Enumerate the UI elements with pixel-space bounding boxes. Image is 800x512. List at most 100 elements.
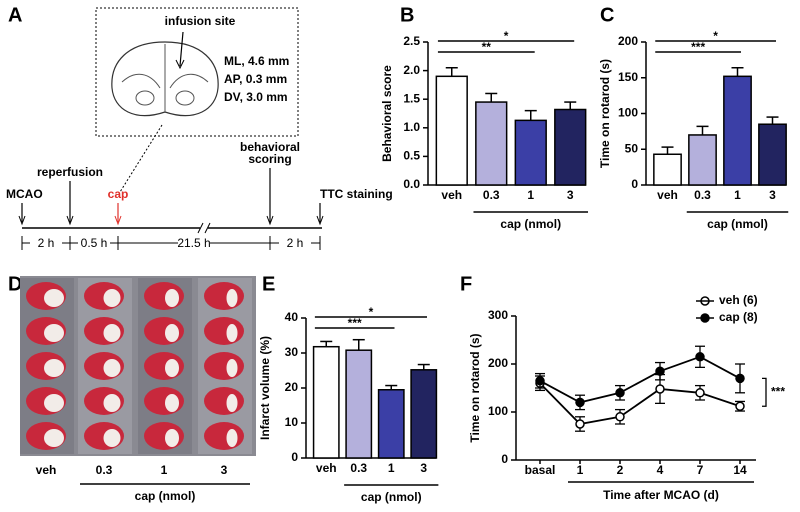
point: [615, 388, 625, 398]
point: [575, 397, 585, 408]
infarct: [226, 359, 238, 377]
y-tick-label: 0.5: [403, 149, 420, 163]
y-axis-label: Behavioral score: [380, 65, 394, 162]
x-tick-label: 4: [657, 463, 664, 477]
y-tick-label: 2.5: [403, 34, 420, 48]
y-tick-label: 1.5: [403, 91, 420, 105]
brain-slice: [204, 352, 244, 380]
point: [655, 366, 665, 376]
y-tick-label: 300: [488, 308, 508, 322]
infarct: [165, 394, 179, 412]
x-axis-label: Time after MCAO (d): [603, 488, 719, 502]
x-tick-label: 0.3: [483, 188, 500, 202]
interval-bg: [178, 236, 210, 250]
y-tick-label: 50: [625, 141, 639, 155]
group-label: cap (nmol): [500, 217, 561, 231]
coordinate-label: ML, 4.6 mm: [224, 54, 289, 68]
event-label: TTC staining: [320, 187, 393, 201]
x-tick-label: 14: [733, 463, 747, 477]
panel-letter: C: [600, 4, 614, 26]
panel-letter: B: [400, 4, 414, 26]
infarct: [44, 429, 64, 447]
arrow: [179, 31, 184, 67]
point: [535, 376, 545, 386]
x-tick-label: 0.3: [694, 188, 711, 202]
infusion-label: infusion site: [165, 14, 236, 28]
significance-label: *: [713, 29, 718, 43]
x-tick-label: 3: [420, 461, 427, 475]
x-tick-label: veh: [316, 461, 337, 475]
x-tick-label: basal: [525, 463, 556, 477]
brain-slice: [204, 317, 244, 345]
interval-label: 2 h: [38, 236, 55, 250]
bar: [688, 134, 717, 186]
coordinate-label: DV, 3.0 mm: [224, 90, 288, 104]
bar: [554, 108, 587, 186]
bar: [514, 119, 547, 186]
significance-label: ***: [348, 316, 362, 330]
x-tick-label: veh: [441, 188, 462, 202]
infarct: [165, 324, 179, 342]
inset-box: [95, 7, 299, 137]
column-label: 0.3: [96, 463, 113, 477]
group-label: cap (nmol): [361, 490, 422, 504]
significance-label: ***: [691, 40, 705, 54]
event-arrow-head: [114, 215, 122, 226]
panel-letter: F: [460, 273, 472, 295]
y-tick-label: 0: [291, 450, 298, 464]
x-tick-label: 3: [769, 188, 776, 202]
infarct: [226, 324, 238, 342]
point: [655, 384, 665, 394]
bar: [435, 75, 468, 186]
x-tick-label: 7: [697, 463, 704, 477]
significance-label: *: [504, 29, 509, 43]
brain-detail: [135, 90, 155, 106]
y-axis-label: Time on rotarod (s): [598, 59, 612, 168]
infarct: [165, 359, 179, 377]
column-label: 1: [161, 463, 168, 477]
bar: [312, 345, 340, 459]
y-tick-label: 40: [285, 310, 299, 324]
point: [695, 388, 705, 398]
bar: [345, 349, 373, 459]
series-line: [539, 355, 741, 404]
significance-label: **: [482, 40, 492, 54]
x-tick-label: 1: [734, 188, 741, 202]
significance-bracket: [762, 377, 767, 407]
event-arrow-head: [266, 215, 274, 226]
y-tick-label: 150: [618, 70, 638, 84]
interval-label: 0.5 h: [81, 236, 108, 250]
brain-detail: [175, 90, 195, 106]
annotation: ***: [771, 384, 785, 398]
timeline-break: [197, 222, 211, 234]
arrow-head: [175, 59, 185, 70]
x-tick-label: 0.3: [350, 461, 367, 475]
y-tick-label: 200: [488, 356, 508, 370]
infarct: [226, 289, 238, 307]
y-tick-label: 0: [631, 177, 638, 191]
interval-label: 2 h: [287, 236, 304, 250]
coordinate-label: AP, 0.3 mm: [224, 72, 287, 86]
point: [615, 412, 625, 422]
y-tick-label: 2.0: [403, 63, 420, 77]
infarct: [103, 359, 121, 377]
y-tick-label: 100: [488, 404, 508, 418]
bar: [377, 389, 405, 459]
event-label: cap: [108, 187, 129, 201]
connector: [119, 124, 163, 193]
bar: [723, 75, 752, 186]
infarct: [103, 289, 121, 307]
brain-slice: [204, 282, 244, 310]
infarct: [165, 429, 179, 447]
infarct: [165, 289, 179, 307]
infarct: [226, 394, 238, 412]
significance-label: *: [369, 305, 374, 319]
interval-label: 21.5 h: [177, 236, 210, 250]
y-tick-label: 0.0: [403, 177, 420, 191]
column-label: 3: [221, 463, 228, 477]
y-tick-label: 100: [618, 106, 638, 120]
bar: [653, 153, 682, 186]
panel-letter: D: [8, 273, 22, 295]
y-tick-label: 200: [618, 34, 638, 48]
